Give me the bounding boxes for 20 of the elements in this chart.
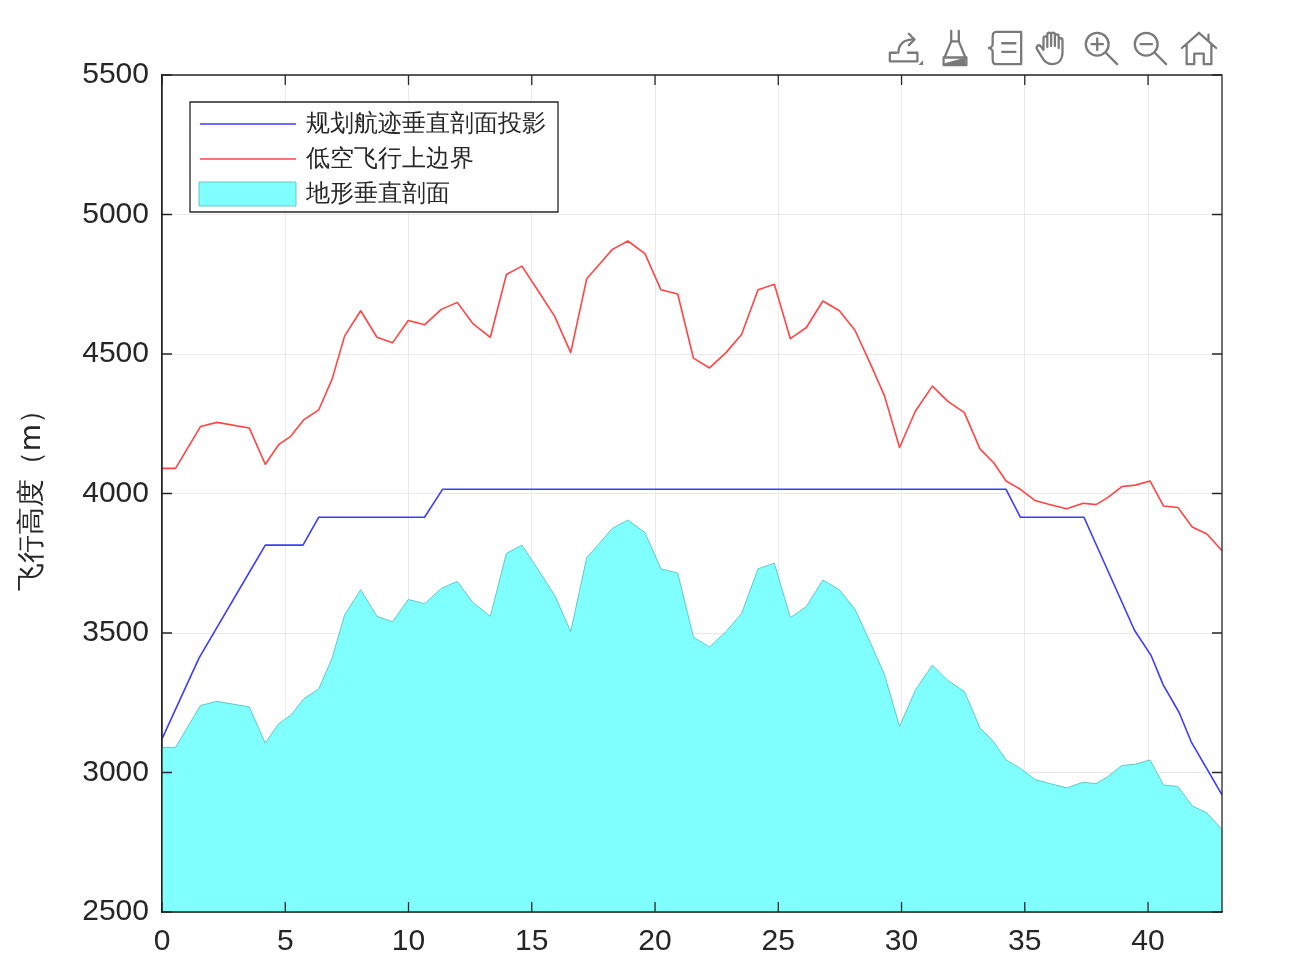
x-tick-label: 35	[1008, 923, 1042, 957]
y-tick-label: 3500	[82, 614, 149, 648]
x-tick-label: 15	[515, 923, 549, 957]
x-tick-label: 5	[276, 923, 294, 957]
x-tick-label: 40	[1131, 923, 1165, 957]
x-tick-label: 30	[884, 923, 919, 957]
y-tick-label: 5000	[82, 195, 149, 229]
legend-label: 低空飞行上边界	[306, 145, 474, 172]
y-tick-label: 3000	[82, 753, 149, 787]
legend-label: 规划航迹垂直剖面投影	[306, 110, 546, 137]
legend-label: 地形垂直剖面	[305, 180, 450, 207]
x-tick-label: 25	[761, 923, 795, 957]
y-tick-label: 5500	[82, 56, 149, 90]
x-tick-label: 0	[153, 923, 171, 957]
y-tick-label: 4500	[82, 335, 149, 369]
y-tick-label: 2500	[82, 893, 149, 927]
x-tick-label: 10	[391, 923, 426, 957]
y-axis-title: 飞行高度（m）	[14, 395, 48, 592]
y-tick-label: 4000	[82, 474, 149, 508]
x-tick-label: 20	[638, 923, 672, 957]
